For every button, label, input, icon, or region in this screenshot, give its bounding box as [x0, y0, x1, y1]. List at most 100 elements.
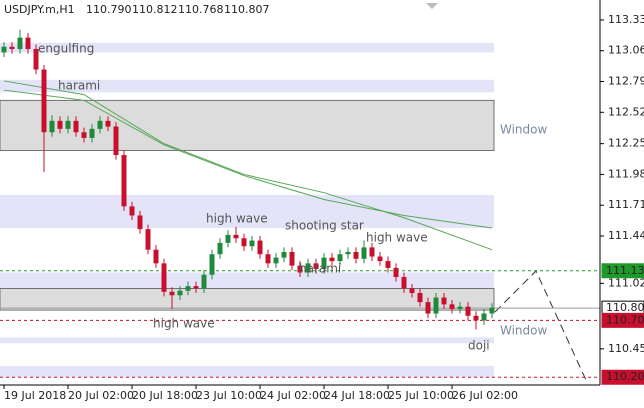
y-tick-label: 112.250: [608, 137, 644, 150]
candle-body: [377, 256, 383, 262]
candle-body: [441, 297, 447, 305]
candle-body: [169, 291, 175, 296]
candle-body: [249, 240, 255, 247]
symbol: USDJPY.m,H1: [4, 3, 75, 16]
candle-body: [129, 206, 135, 216]
annotation: shooting star: [285, 219, 364, 233]
price-box: [601, 312, 644, 328]
candle-body: [41, 69, 47, 133]
candle-body: [473, 315, 479, 321]
annotation: engulfing: [38, 42, 94, 56]
candle-body: [49, 120, 55, 133]
y-tick-label: 111.710: [608, 198, 644, 211]
y-tick-label: 111.025: [608, 276, 644, 289]
annotation: harami: [299, 262, 341, 276]
y-tick-label: 111.980: [608, 167, 644, 180]
x-tick-label: 24 Jul 02:00: [260, 389, 326, 402]
annotation: harami: [58, 79, 100, 93]
zone: [0, 99, 495, 151]
candle-body: [17, 37, 23, 50]
candle-body: [89, 128, 95, 138]
x-tick-label: 20 Jul 18:00: [132, 389, 198, 402]
candle-body: [209, 254, 215, 275]
candle-body: [273, 257, 279, 264]
candle-body: [81, 132, 87, 138]
candle-body: [297, 265, 303, 273]
price-box-label: 110.807: [606, 301, 644, 314]
zone: [0, 337, 494, 344]
price-box-label: 110.700: [606, 313, 644, 326]
annotation: doji: [468, 339, 490, 353]
candle-body: [305, 263, 311, 273]
candle-body: [137, 215, 143, 230]
zone: [0, 79, 494, 93]
price-box-label: 111.135: [606, 264, 644, 277]
annotation: high wave: [206, 212, 268, 226]
candle-body: [113, 126, 119, 156]
candle-body: [161, 263, 167, 292]
x-tick-label: 25 Jul 10:00: [388, 389, 454, 402]
candle-body: [193, 286, 199, 289]
candle-body: [433, 297, 439, 314]
candle-body: [329, 257, 335, 262]
candle-body: [361, 247, 367, 259]
candle-body: [321, 257, 327, 270]
candle-body: [105, 120, 111, 127]
zone: [0, 272, 494, 289]
annotation: high wave: [366, 231, 428, 245]
candle-body: [481, 313, 487, 321]
price-box: [601, 369, 644, 385]
quote-value: 110.768: [178, 3, 224, 16]
candle-body: [465, 306, 471, 316]
candle-body: [25, 37, 31, 50]
price-box-label: 110.201: [606, 370, 644, 383]
candle-body: [185, 286, 191, 291]
candle-body: [33, 49, 39, 70]
moving-average: [3, 89, 493, 229]
candle-body: [313, 263, 319, 270]
candle-body: [449, 304, 455, 309]
candle-body: [417, 292, 423, 303]
candle-body: [73, 120, 79, 133]
zone: [0, 288, 495, 311]
zone: [0, 42, 494, 53]
candle-body: [1, 46, 7, 53]
candle-body: [489, 307, 495, 314]
moving-average: [3, 80, 493, 251]
y-tick-label: 112.795: [608, 75, 644, 88]
candle-body: [425, 302, 431, 314]
candle-body: [257, 240, 263, 255]
candle-body: [457, 306, 463, 309]
candle-body: [145, 229, 151, 250]
candle-body: [337, 254, 343, 262]
price-box: [601, 263, 644, 279]
candle-body: [281, 251, 287, 258]
candle-body: [345, 251, 351, 255]
candle-body: [401, 277, 407, 289]
shift-marker: [426, 3, 438, 9]
quote-value: 110.807: [224, 3, 270, 16]
candle-body: [177, 290, 183, 296]
zone: [0, 194, 494, 229]
candle-body: [153, 249, 159, 264]
x-tick-label: 23 Jul 10:00: [196, 389, 262, 402]
y-tick-label: 113.335: [608, 13, 644, 26]
candle-body: [409, 288, 415, 293]
candle-body: [353, 251, 359, 259]
y-tick-label: 110.450: [608, 342, 644, 355]
candle-body: [393, 267, 399, 278]
x-tick-label: 19 Jul 2018: [4, 389, 66, 402]
x-tick-label: 26 Jul 02:00: [452, 389, 518, 402]
y-tick-label: 111.440: [608, 229, 644, 242]
annotation: Window: [500, 324, 548, 338]
candle-body: [201, 274, 207, 289]
candle-body: [225, 234, 231, 243]
candle-body: [265, 254, 271, 264]
x-tick-label: 20 Jul 02:00: [68, 389, 134, 402]
candle-body: [369, 247, 375, 257]
candle-body: [57, 120, 63, 129]
candle-body: [217, 242, 223, 255]
annotation: high wave: [153, 317, 215, 331]
candle-body: [65, 120, 71, 129]
candle-body: [97, 120, 103, 129]
